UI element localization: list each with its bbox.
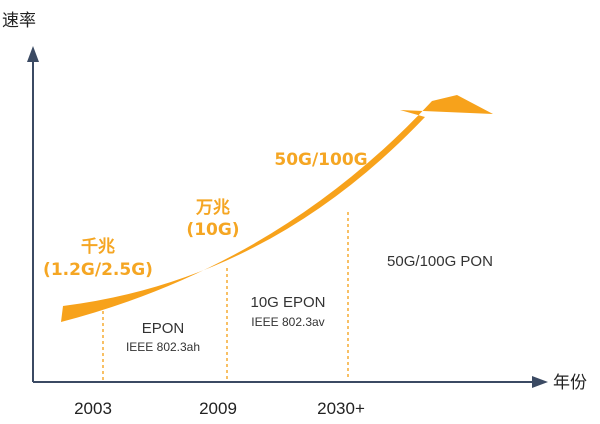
tech-10g-epon: 10G EPON: [250, 294, 325, 311]
year-2003: 2003: [74, 399, 112, 418]
y-axis-label: 速率: [2, 11, 36, 31]
tech-epon: EPON: [142, 320, 185, 337]
tech-50g-100g-pon: 50G/100G PON: [387, 253, 493, 270]
year-2009: 2009: [199, 399, 237, 418]
tech-10g-epon-standard: IEEE 802.3av: [251, 315, 324, 329]
speed-10g-label: 万兆: [195, 198, 230, 218]
speed-gigabit-rate: (1.2G/2.5G): [43, 260, 153, 280]
x-axis-label: 年份: [553, 373, 587, 393]
year-2030-plus: 2030+: [317, 399, 365, 418]
speed-gigabit-label: 千兆: [81, 237, 115, 257]
speed-50g-100g-label: 50G/100G: [274, 150, 367, 170]
x-axis-arrowhead: [532, 376, 548, 388]
growth-arrow: [61, 95, 493, 322]
y-axis-arrowhead: [27, 46, 39, 62]
speed-10g-rate: (10G): [186, 220, 239, 240]
tech-epon-standard: IEEE 802.3ah: [126, 340, 200, 354]
